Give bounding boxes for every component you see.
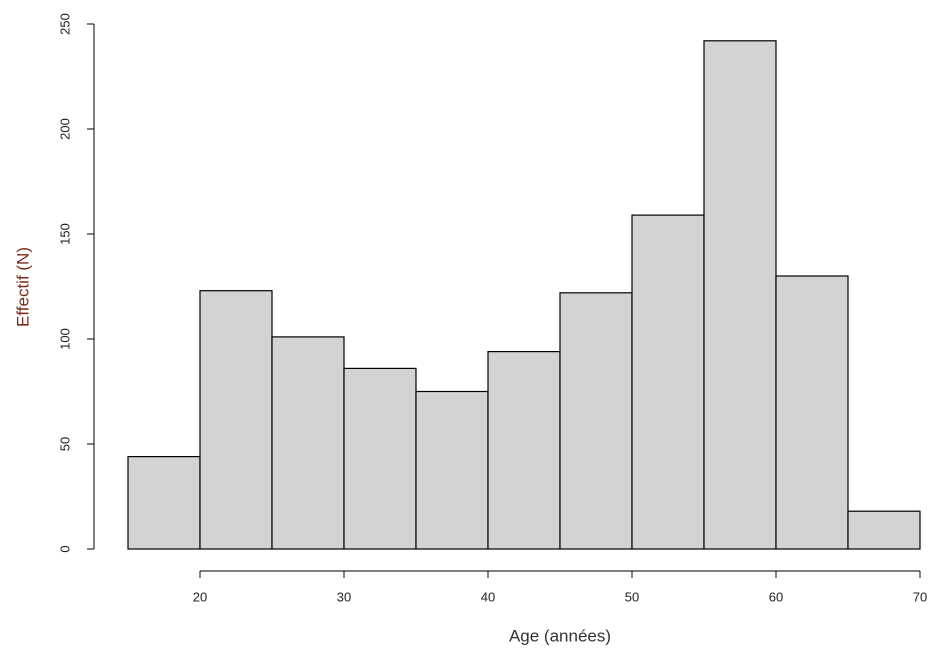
x-tick-label: 60	[769, 589, 783, 604]
bar	[559, 292, 633, 550]
bar	[199, 290, 273, 550]
bar	[343, 367, 417, 550]
y-tick-label: 0	[57, 545, 72, 552]
y-tick-label: 150	[57, 223, 72, 245]
y-tick-label: 250	[57, 13, 72, 35]
x-tick-label: 70	[913, 589, 927, 604]
bar	[775, 275, 849, 550]
bar	[127, 456, 201, 550]
x-tick-label: 40	[481, 589, 495, 604]
bar	[631, 214, 705, 550]
y-tick-label: 50	[57, 437, 72, 451]
x-axis-title: Age (années)	[509, 626, 611, 645]
bar	[703, 40, 777, 550]
x-tick-label: 30	[337, 589, 351, 604]
y-axis-title: Effectif (N)	[13, 247, 32, 327]
bar	[415, 390, 489, 550]
y-tick-label: 200	[57, 118, 72, 140]
y-tick-label: 100	[57, 328, 72, 350]
bar	[487, 351, 561, 550]
x-tick-label: 20	[193, 589, 207, 604]
bar	[847, 510, 921, 550]
bar	[271, 336, 345, 550]
x-tick-label: 50	[625, 589, 639, 604]
